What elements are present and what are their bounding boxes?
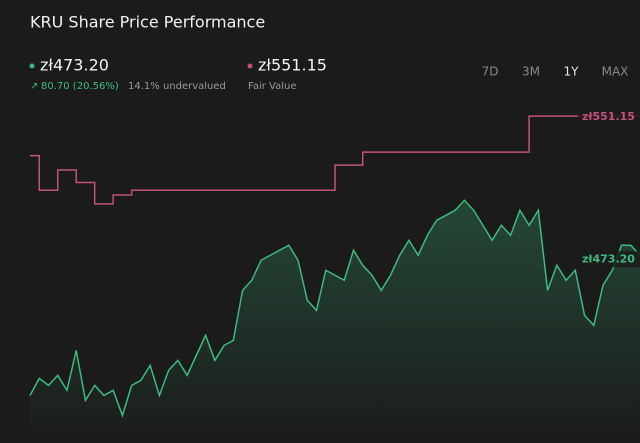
legend-value: zł473.20 xyxy=(40,56,109,75)
end-label-bg xyxy=(578,109,640,126)
price-area xyxy=(30,200,640,443)
legend-dot xyxy=(29,63,35,69)
end-label: zł473.20 xyxy=(582,252,635,265)
chart-title: KRU Share Price Performance xyxy=(30,13,265,32)
period-button[interactable]: MAX xyxy=(602,65,629,79)
price-line xyxy=(29,199,640,418)
fair-value-line xyxy=(30,115,640,205)
period-selector: 7D 3M 1Y MAX xyxy=(482,65,629,79)
change-arrow: ↗ xyxy=(30,81,38,92)
change-value: 80.70 (20.56%) xyxy=(41,81,119,92)
end-label-bg xyxy=(578,251,640,268)
period-button[interactable]: 1Y xyxy=(564,65,580,79)
legend-note: Fair Value xyxy=(248,81,297,92)
legend-value: zł551.15 xyxy=(258,56,327,75)
legend-dot xyxy=(247,63,253,69)
period-button[interactable]: 7D xyxy=(482,65,499,79)
plot-area: zł473.20 zł551.15 xyxy=(29,109,640,443)
legend: zł473.20↗ 80.70 (20.56%) 14.1% undervalued… xyxy=(29,56,327,92)
end-label: zł551.15 xyxy=(582,110,635,123)
legend-note: 14.1% undervalued xyxy=(128,81,226,92)
period-button[interactable]: 3M xyxy=(522,65,540,79)
